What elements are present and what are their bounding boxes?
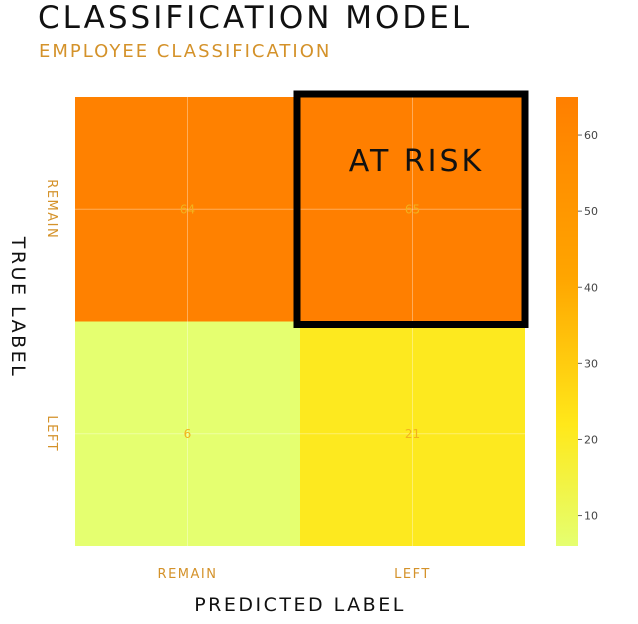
- cell-value-label: 64: [180, 202, 195, 216]
- y-tick-labels: REMAIN LEFT: [44, 179, 59, 452]
- colorbar-tick-label: 30: [584, 357, 598, 370]
- colorbar-tick-label: 10: [584, 510, 598, 523]
- x-tick-label: LEFT: [394, 567, 431, 582]
- heatmap-cell-remain-remain: [75, 97, 300, 322]
- heatmap-cell-left-left: [300, 321, 525, 546]
- at-risk-annotation: AT RISK: [349, 144, 484, 179]
- cell-value-label: 21: [405, 427, 420, 441]
- y-tick-label: REMAIN: [44, 179, 59, 239]
- heatmap-cell-left-remain: [75, 321, 300, 546]
- colorbar-ticks: 10 20 30 40 50 60: [578, 129, 598, 523]
- x-axis-title: PREDICTED LABEL: [194, 594, 406, 616]
- colorbar-tick-label: 20: [584, 433, 598, 446]
- heatmap-cell-labels: 64 65 6 21: [180, 202, 420, 441]
- y-tick-label: LEFT: [44, 415, 59, 452]
- colorbar-tick-label: 40: [584, 281, 598, 294]
- at-risk-highlight-box: [293, 90, 529, 328]
- x-tick-label: REMAIN: [158, 567, 218, 582]
- colorbar-tick-label: 60: [584, 129, 598, 142]
- y-axis-title: TRUE LABEL: [7, 236, 29, 378]
- x-tick-labels: REMAIN LEFT: [158, 567, 431, 582]
- heatmap-cell-remain-left: [300, 97, 525, 322]
- heatmap-cells: [75, 97, 525, 546]
- cell-value-label: 6: [184, 427, 192, 441]
- colorbar: [556, 97, 578, 546]
- cell-value-label: 65: [405, 202, 420, 216]
- chart-title: CLASSIFICATION MODEL: [38, 0, 473, 36]
- colorbar-tick-label: 50: [584, 205, 598, 218]
- chart-subtitle: EMPLOYEE CLASSIFICATION: [39, 41, 332, 62]
